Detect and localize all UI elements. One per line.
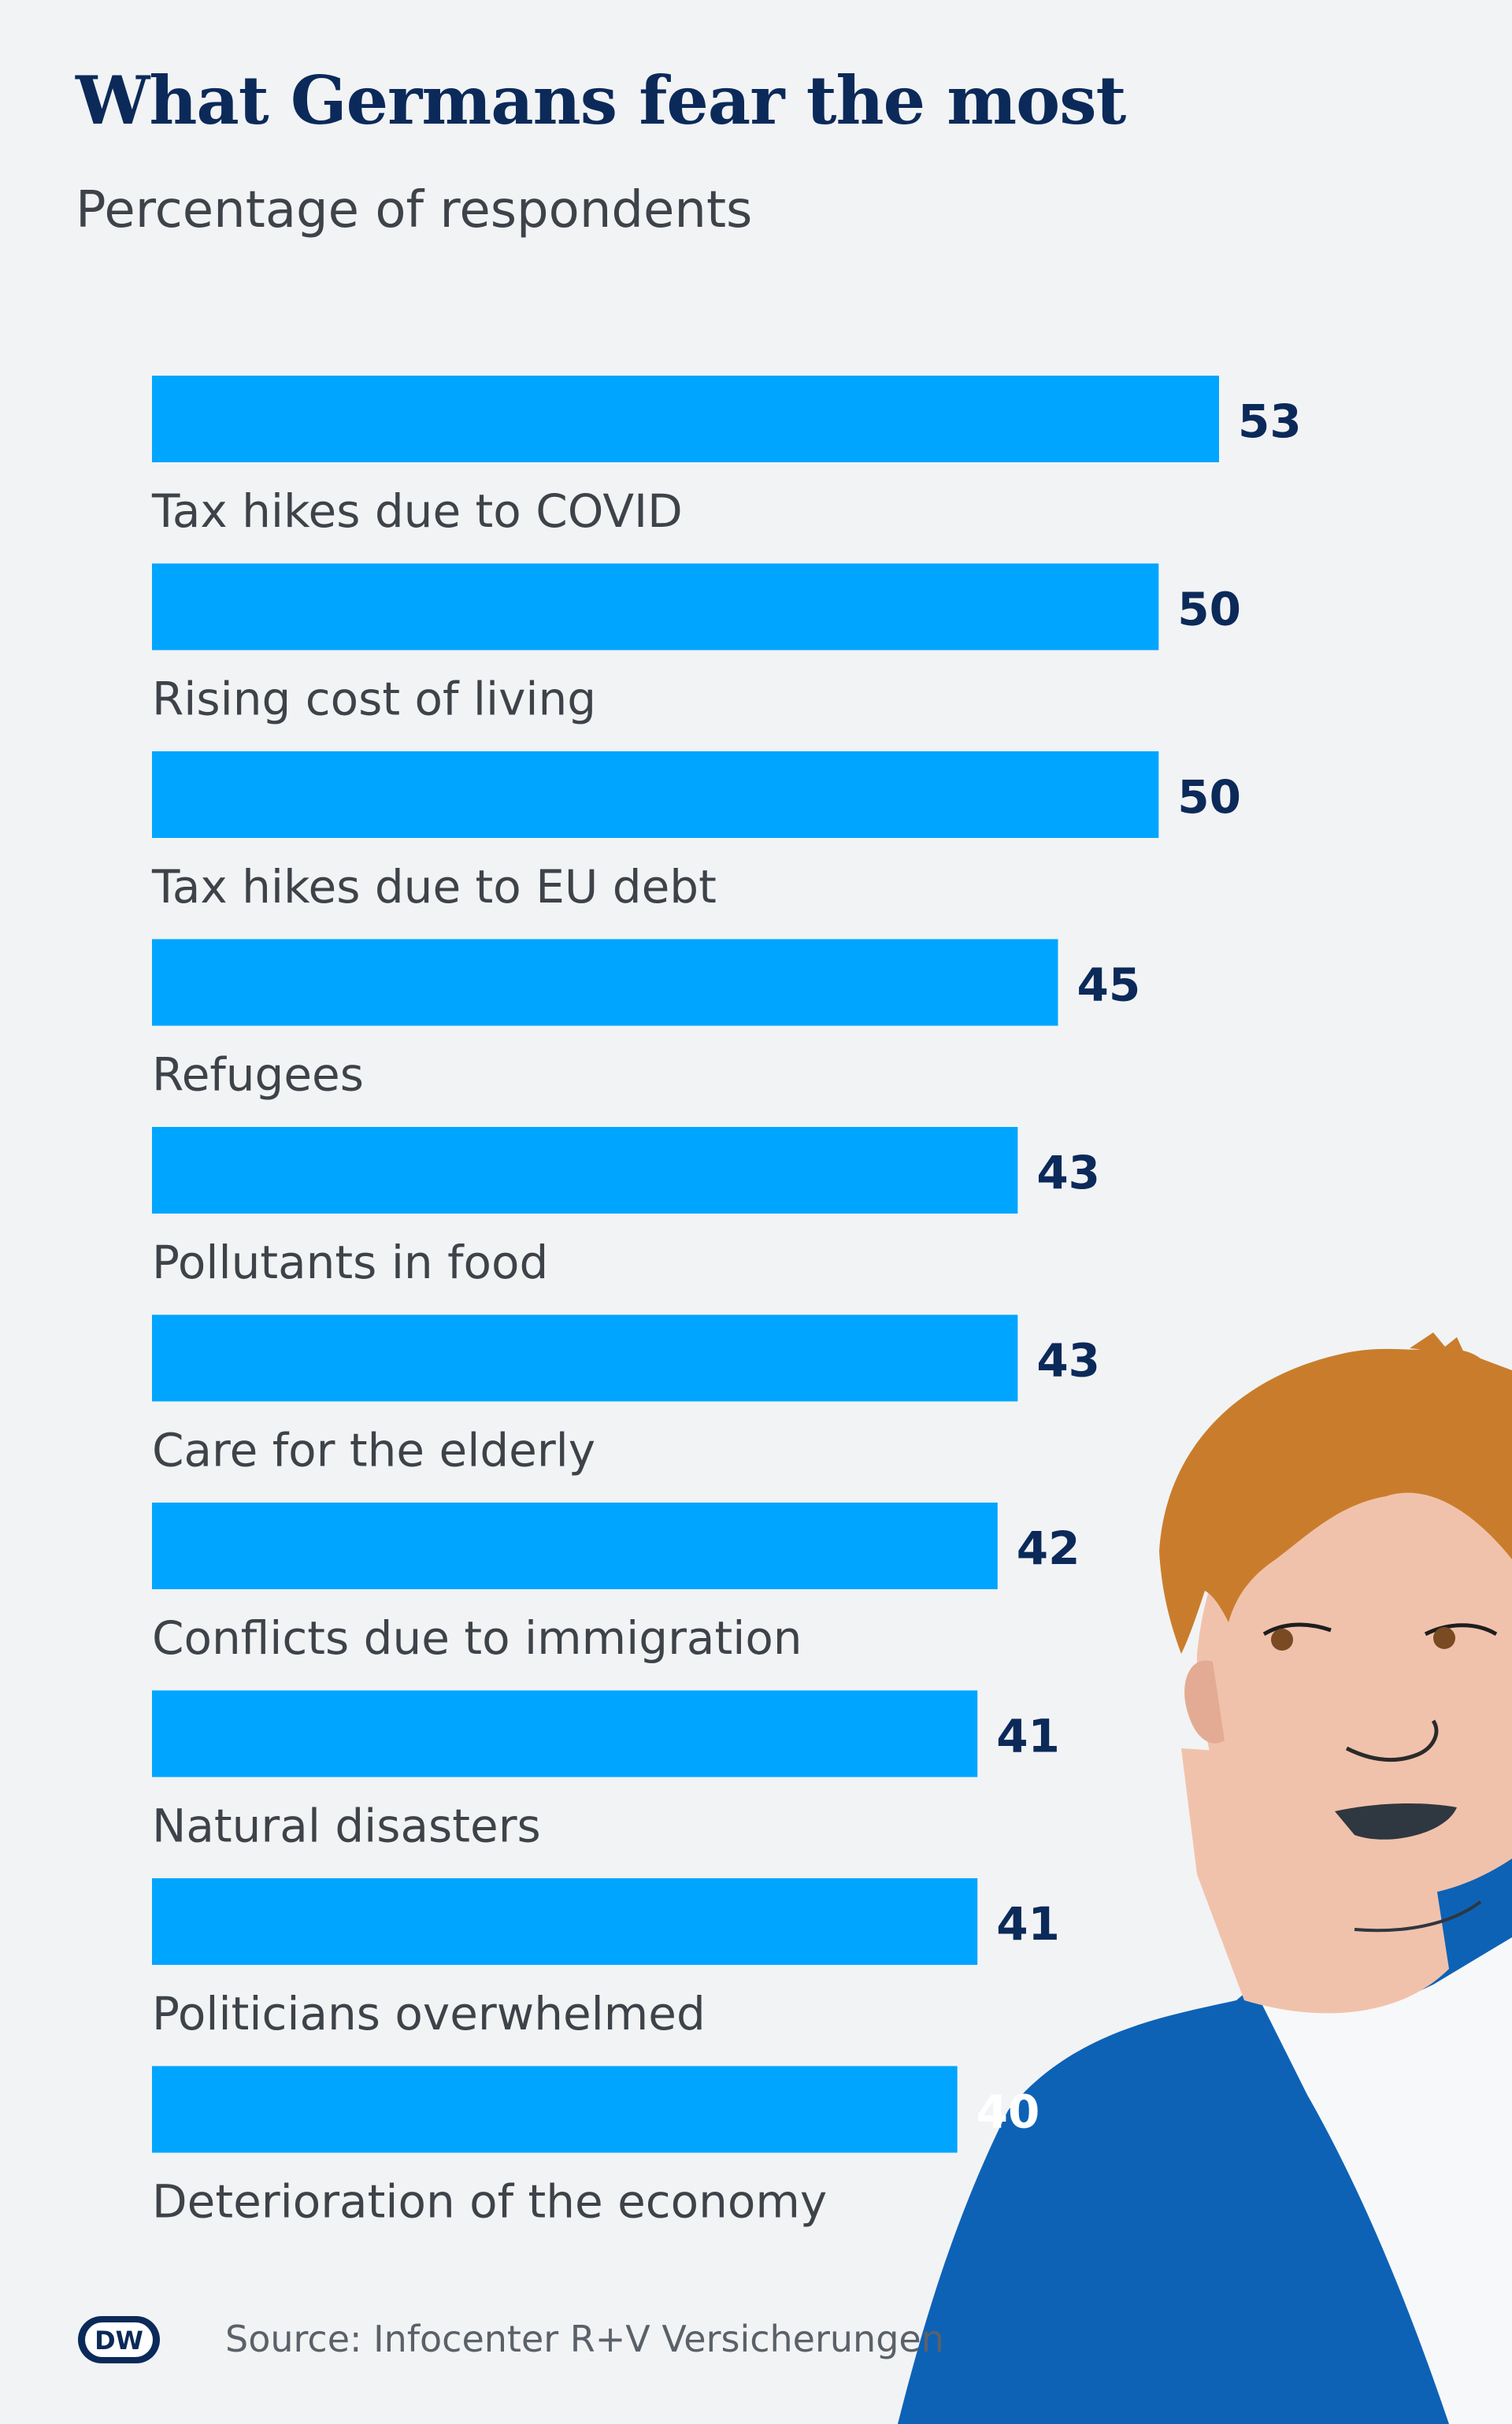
- bar-1: [152, 563, 1159, 650]
- value-label-9: 40: [976, 2085, 1040, 2139]
- bar-4: [152, 1127, 1018, 1214]
- value-label-3: 45: [1077, 958, 1140, 1012]
- category-label-3: Refugees: [152, 1048, 364, 1102]
- bar-5: [152, 1314, 1018, 1402]
- chart-subtitle: Percentage of respondents: [76, 181, 753, 239]
- category-label-4: Pollutants in food: [152, 1236, 548, 1289]
- bar-2: [152, 751, 1159, 838]
- category-label-7: Natural disasters: [152, 1799, 541, 1853]
- bar-8: [152, 1878, 978, 1965]
- value-label-1: 50: [1177, 583, 1241, 636]
- value-label-8: 41: [996, 1897, 1060, 1951]
- category-label-2: Tax hikes due to EU debt: [151, 860, 717, 914]
- category-label-9: Deterioration of the economy: [152, 2175, 827, 2229]
- category-label-8: Politicians overwhelmed: [152, 1987, 706, 2040]
- value-label-5: 43: [1036, 1334, 1100, 1388]
- category-label-0: Tax hikes due to COVID: [151, 484, 683, 538]
- bar-chart: 53 Tax hikes due to COVID 50 Rising cost of…: [151, 376, 1302, 2229]
- source-note: Source: Infocenter R+V Versicherungen: [225, 2318, 944, 2360]
- value-label-6: 42: [1017, 1521, 1080, 1575]
- bar-6: [152, 1503, 998, 1589]
- bar-9: [152, 2066, 958, 2153]
- category-label-6: Conflicts due to immigration: [152, 1611, 802, 1665]
- chart-title: What Germans fear the most: [76, 61, 1126, 139]
- value-label-2: 50: [1177, 770, 1241, 824]
- dw-logo: DW: [78, 2316, 160, 2363]
- bar-7: [152, 1690, 978, 1777]
- bar-3: [152, 939, 1058, 1026]
- bar-0: [152, 376, 1219, 462]
- value-label-0: 53: [1238, 395, 1302, 448]
- category-label-5: Care for the elderly: [152, 1424, 595, 1477]
- category-label-1: Rising cost of living: [152, 673, 596, 726]
- value-label-7: 41: [996, 1710, 1060, 1763]
- svg-text:DW: DW: [94, 2326, 143, 2355]
- person-illustration: [898, 1332, 1512, 2424]
- value-label-4: 43: [1036, 1146, 1100, 1199]
